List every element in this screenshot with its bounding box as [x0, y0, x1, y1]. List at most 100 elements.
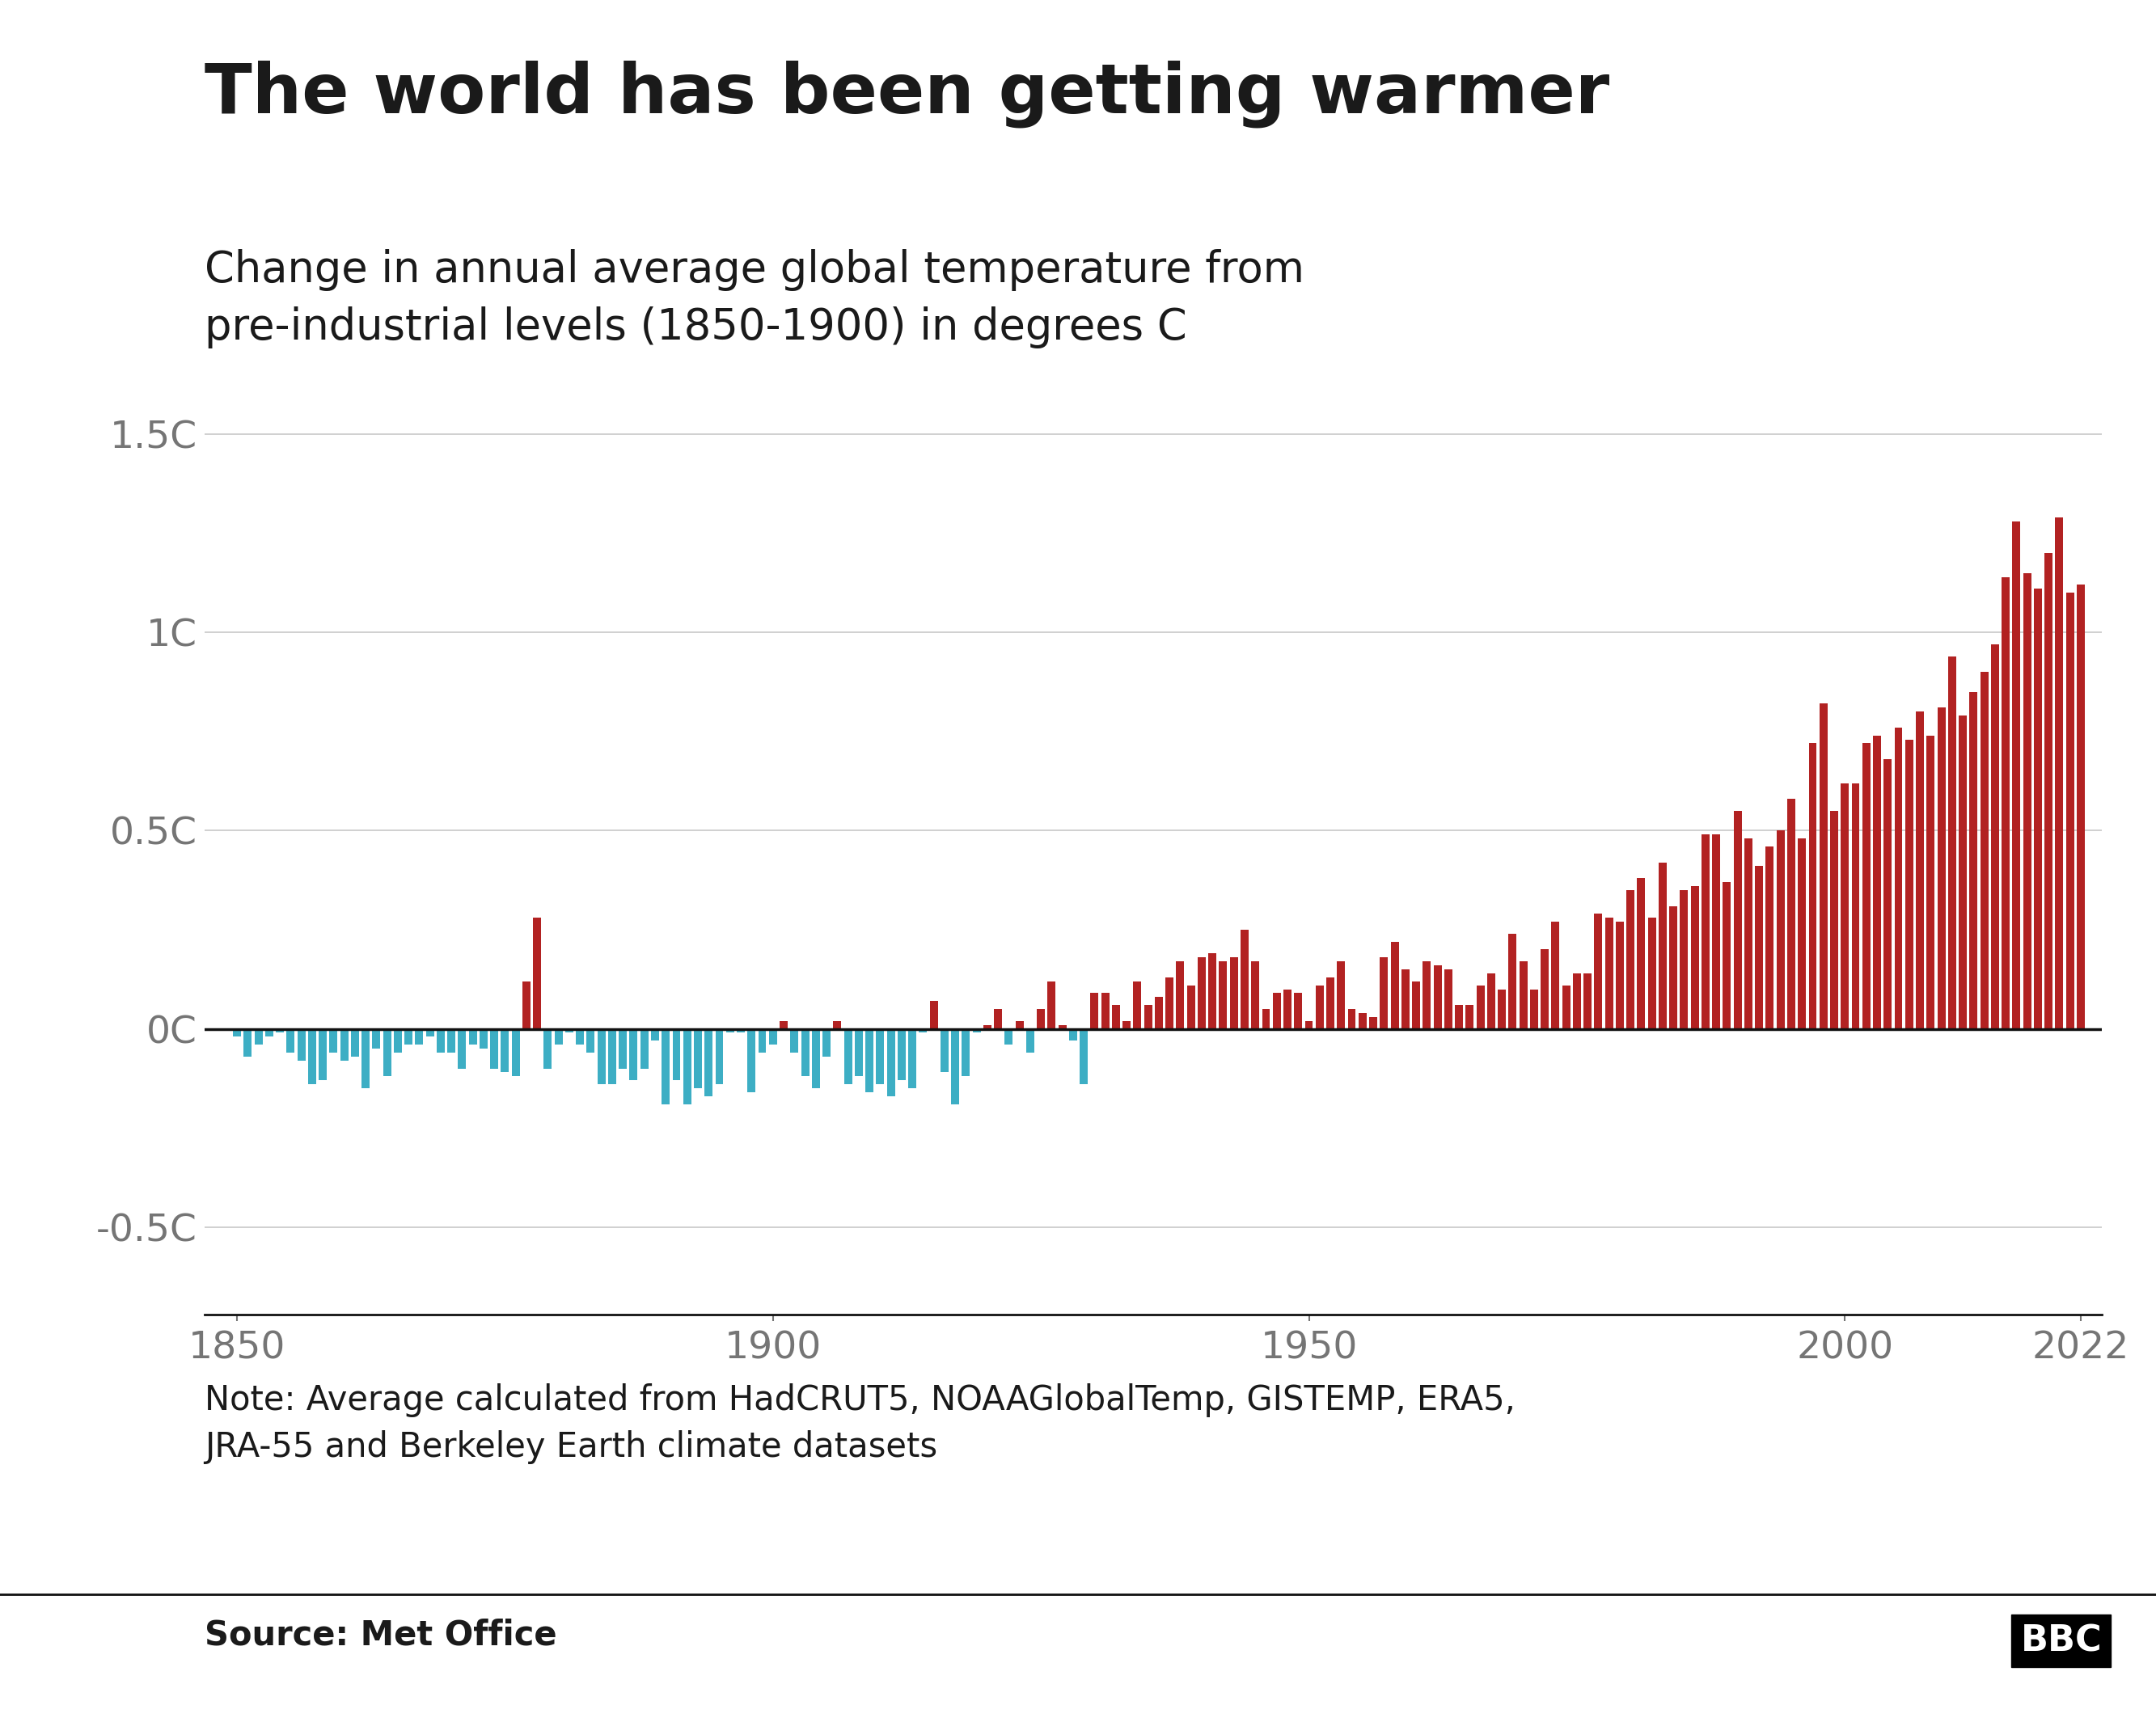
Bar: [1294, 993, 1302, 1029]
Bar: [1647, 917, 1656, 1029]
Bar: [438, 1029, 444, 1053]
Bar: [886, 1029, 895, 1096]
Bar: [1391, 941, 1399, 1029]
Bar: [951, 1029, 959, 1105]
Bar: [489, 1029, 498, 1069]
Bar: [727, 1029, 733, 1033]
Bar: [897, 1029, 906, 1081]
Bar: [308, 1029, 317, 1084]
Bar: [384, 1029, 390, 1077]
Bar: [1979, 672, 1988, 1029]
Bar: [1283, 990, 1291, 1029]
Bar: [1990, 644, 1999, 1029]
Bar: [1574, 974, 1580, 1029]
Bar: [1250, 962, 1259, 1029]
Bar: [716, 1029, 724, 1084]
Bar: [619, 1029, 627, 1069]
Bar: [479, 1029, 487, 1048]
Bar: [1488, 974, 1494, 1029]
Bar: [500, 1029, 509, 1072]
Bar: [1615, 923, 1623, 1029]
Bar: [1123, 1020, 1130, 1029]
Bar: [597, 1029, 606, 1084]
Bar: [1015, 1020, 1024, 1029]
Bar: [330, 1029, 338, 1053]
Bar: [2055, 517, 2063, 1029]
Text: Note: Average calculated from HadCRUT5, NOAAGlobalTemp, GISTEMP, ERA5,
JRA-55 an: Note: Average calculated from HadCRUT5, …: [205, 1383, 1516, 1464]
Bar: [983, 1026, 992, 1029]
Bar: [1026, 1029, 1035, 1053]
Bar: [1348, 1008, 1356, 1029]
Bar: [1455, 1005, 1464, 1029]
Bar: [929, 1002, 938, 1029]
Bar: [511, 1029, 520, 1077]
Bar: [1658, 862, 1667, 1029]
Bar: [446, 1029, 455, 1053]
Bar: [875, 1029, 884, 1084]
Bar: [1669, 905, 1677, 1029]
Bar: [1261, 1008, 1270, 1029]
Bar: [1968, 692, 1977, 1029]
Bar: [1509, 933, 1516, 1029]
Bar: [1112, 1005, 1119, 1029]
Bar: [1380, 957, 1388, 1029]
Bar: [748, 1029, 755, 1093]
Bar: [854, 1029, 862, 1077]
Bar: [298, 1029, 306, 1060]
Bar: [427, 1029, 433, 1036]
Bar: [1102, 993, 1108, 1029]
Bar: [395, 1029, 401, 1053]
Bar: [821, 1029, 830, 1057]
Bar: [1906, 739, 1912, 1029]
Bar: [576, 1029, 584, 1045]
Bar: [1166, 978, 1173, 1029]
Bar: [1412, 981, 1421, 1029]
Bar: [2001, 577, 2009, 1029]
Bar: [351, 1029, 358, 1057]
Bar: [1949, 656, 1955, 1029]
Bar: [640, 1029, 649, 1069]
Bar: [1755, 866, 1764, 1029]
Bar: [813, 1029, 819, 1087]
Bar: [2012, 521, 2020, 1029]
Bar: [1744, 838, 1753, 1029]
Bar: [1434, 966, 1442, 1029]
Bar: [1766, 847, 1774, 1029]
Text: Change in annual average global temperature from
pre-industrial levels (1850-190: Change in annual average global temperat…: [205, 249, 1304, 349]
Bar: [1177, 962, 1184, 1029]
Bar: [1701, 835, 1710, 1029]
Bar: [1069, 1029, 1078, 1041]
Bar: [1337, 962, 1345, 1029]
Bar: [1917, 711, 1923, 1029]
Bar: [1938, 708, 1945, 1029]
Bar: [1777, 830, 1785, 1029]
Bar: [1188, 984, 1194, 1029]
Bar: [1895, 727, 1902, 1029]
Bar: [405, 1029, 412, 1045]
Bar: [1960, 716, 1966, 1029]
Bar: [1712, 835, 1720, 1029]
Bar: [2044, 553, 2053, 1029]
Bar: [1369, 1017, 1378, 1029]
Bar: [651, 1029, 660, 1041]
Bar: [1134, 981, 1141, 1029]
Bar: [2022, 572, 2031, 1029]
Bar: [244, 1029, 252, 1057]
Bar: [1636, 878, 1645, 1029]
Bar: [1005, 1029, 1013, 1045]
Bar: [362, 1029, 369, 1087]
Bar: [1229, 957, 1238, 1029]
Bar: [737, 1029, 744, 1033]
Bar: [287, 1029, 295, 1053]
Bar: [1358, 1014, 1367, 1029]
Bar: [265, 1029, 274, 1036]
Bar: [1037, 1008, 1046, 1029]
Bar: [940, 1029, 949, 1072]
Bar: [1680, 890, 1688, 1029]
Bar: [341, 1029, 347, 1060]
Bar: [802, 1029, 808, 1077]
Bar: [1520, 962, 1526, 1029]
Bar: [1272, 993, 1281, 1029]
Bar: [1091, 993, 1100, 1029]
Bar: [832, 1020, 841, 1029]
